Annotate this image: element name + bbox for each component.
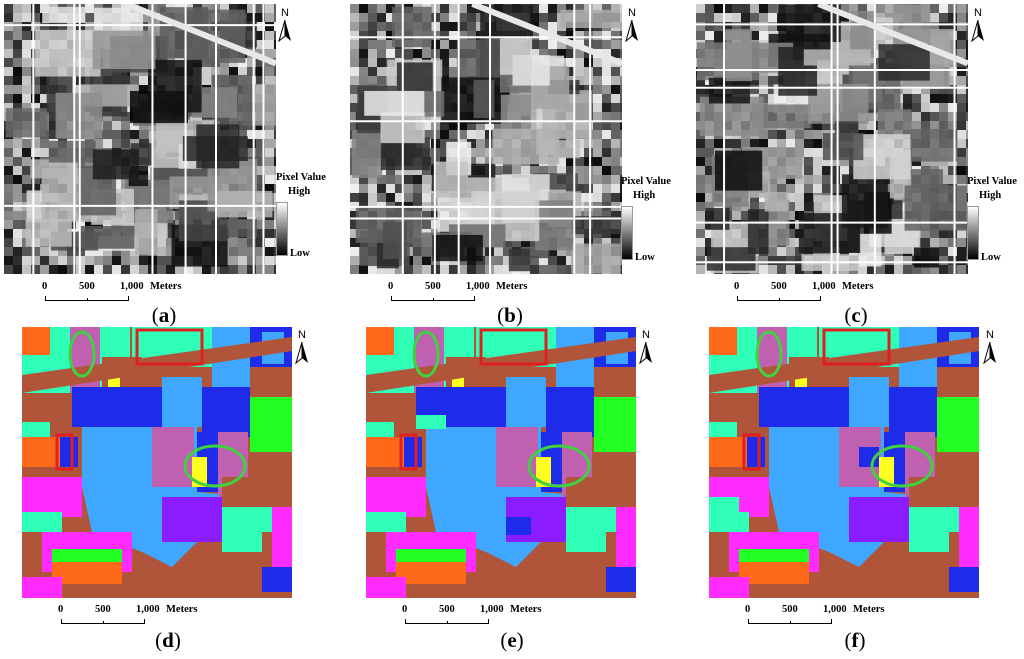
scale-bar: 0 500 1,000 Meters [745,604,915,630]
scale-line [391,295,475,301]
scale-tick-500: 500 [782,604,798,615]
grayscale-map-a [4,4,276,274]
legend-high: High [288,186,311,197]
scale-bar: 0 500 1,000 Meters [734,281,904,307]
north-label: N [974,7,982,19]
north-arrow: N [277,8,293,42]
scale-unit: Meters [842,281,874,292]
legend-ramp [621,206,633,260]
scale-tick-500: 500 [771,281,787,292]
scale-tick-0: 0 [388,281,394,292]
scale-tick-500: 500 [95,604,111,615]
legend-title: Pixel Value [276,172,326,183]
scale-unit: Meters [853,604,885,615]
scale-tick-0: 0 [42,281,48,292]
north-label: N [298,329,306,341]
legend-title: Pixel Value [621,176,671,187]
scale-tick-1000: 1,000 [480,604,504,615]
grayscale-map-c [696,4,968,274]
grayscale-map-b [350,4,622,274]
legend-low: Low [635,252,655,263]
classification-map-e [366,327,636,598]
legend-ramp [967,206,979,260]
scale-line [737,295,821,301]
north-arrow: N [294,330,310,364]
legend-high: High [633,190,656,201]
caption-c: (c) [844,303,868,327]
north-label: N [628,7,636,19]
scale-bar: 0 500 1,000 Meters [42,281,212,307]
caption-e: (e) [500,628,524,652]
scale-line [405,618,489,624]
north-arrow: N [624,8,640,42]
scale-bar: 0 500 1,000 Meters [402,604,572,630]
scale-tick-0: 0 [734,281,740,292]
legend-high: High [979,190,1002,201]
north-label: N [986,329,994,341]
north-arrow: N [982,330,998,364]
scale-tick-500: 500 [439,604,455,615]
north-label: N [281,7,289,19]
classification-map-d [22,327,292,598]
legend-ramp [276,202,288,256]
scale-tick-1000: 1,000 [136,604,160,615]
legend-low: Low [981,252,1001,263]
scale-tick-0: 0 [58,604,64,615]
caption-d: (d) [155,628,181,652]
classification-map-f [709,327,979,598]
caption-a: (a) [151,303,177,327]
north-arrow: N [638,330,654,364]
scale-line [45,295,129,301]
scale-line [748,618,832,624]
north-arrow: N [970,8,986,42]
scale-tick-0: 0 [402,604,408,615]
scale-unit: Meters [150,281,182,292]
scale-tick-500: 500 [79,281,95,292]
north-label: N [642,329,650,341]
scale-unit: Meters [166,604,198,615]
legend-low: Low [290,248,310,259]
scale-tick-0: 0 [745,604,751,615]
scale-unit: Meters [496,281,528,292]
caption-b: (b) [497,303,523,327]
scale-tick-1000: 1,000 [466,281,490,292]
scale-unit: Meters [510,604,542,615]
scale-tick-1000: 1,000 [823,604,847,615]
caption-f: (f) [844,628,866,652]
scale-tick-500: 500 [425,281,441,292]
scale-bar: 0 500 1,000 Meters [58,604,228,630]
legend-title: Pixel Value [967,176,1017,187]
scale-tick-1000: 1,000 [812,281,836,292]
scale-tick-1000: 1,000 [120,281,144,292]
scale-line [61,618,145,624]
scale-bar: 0 500 1,000 Meters [388,281,558,307]
